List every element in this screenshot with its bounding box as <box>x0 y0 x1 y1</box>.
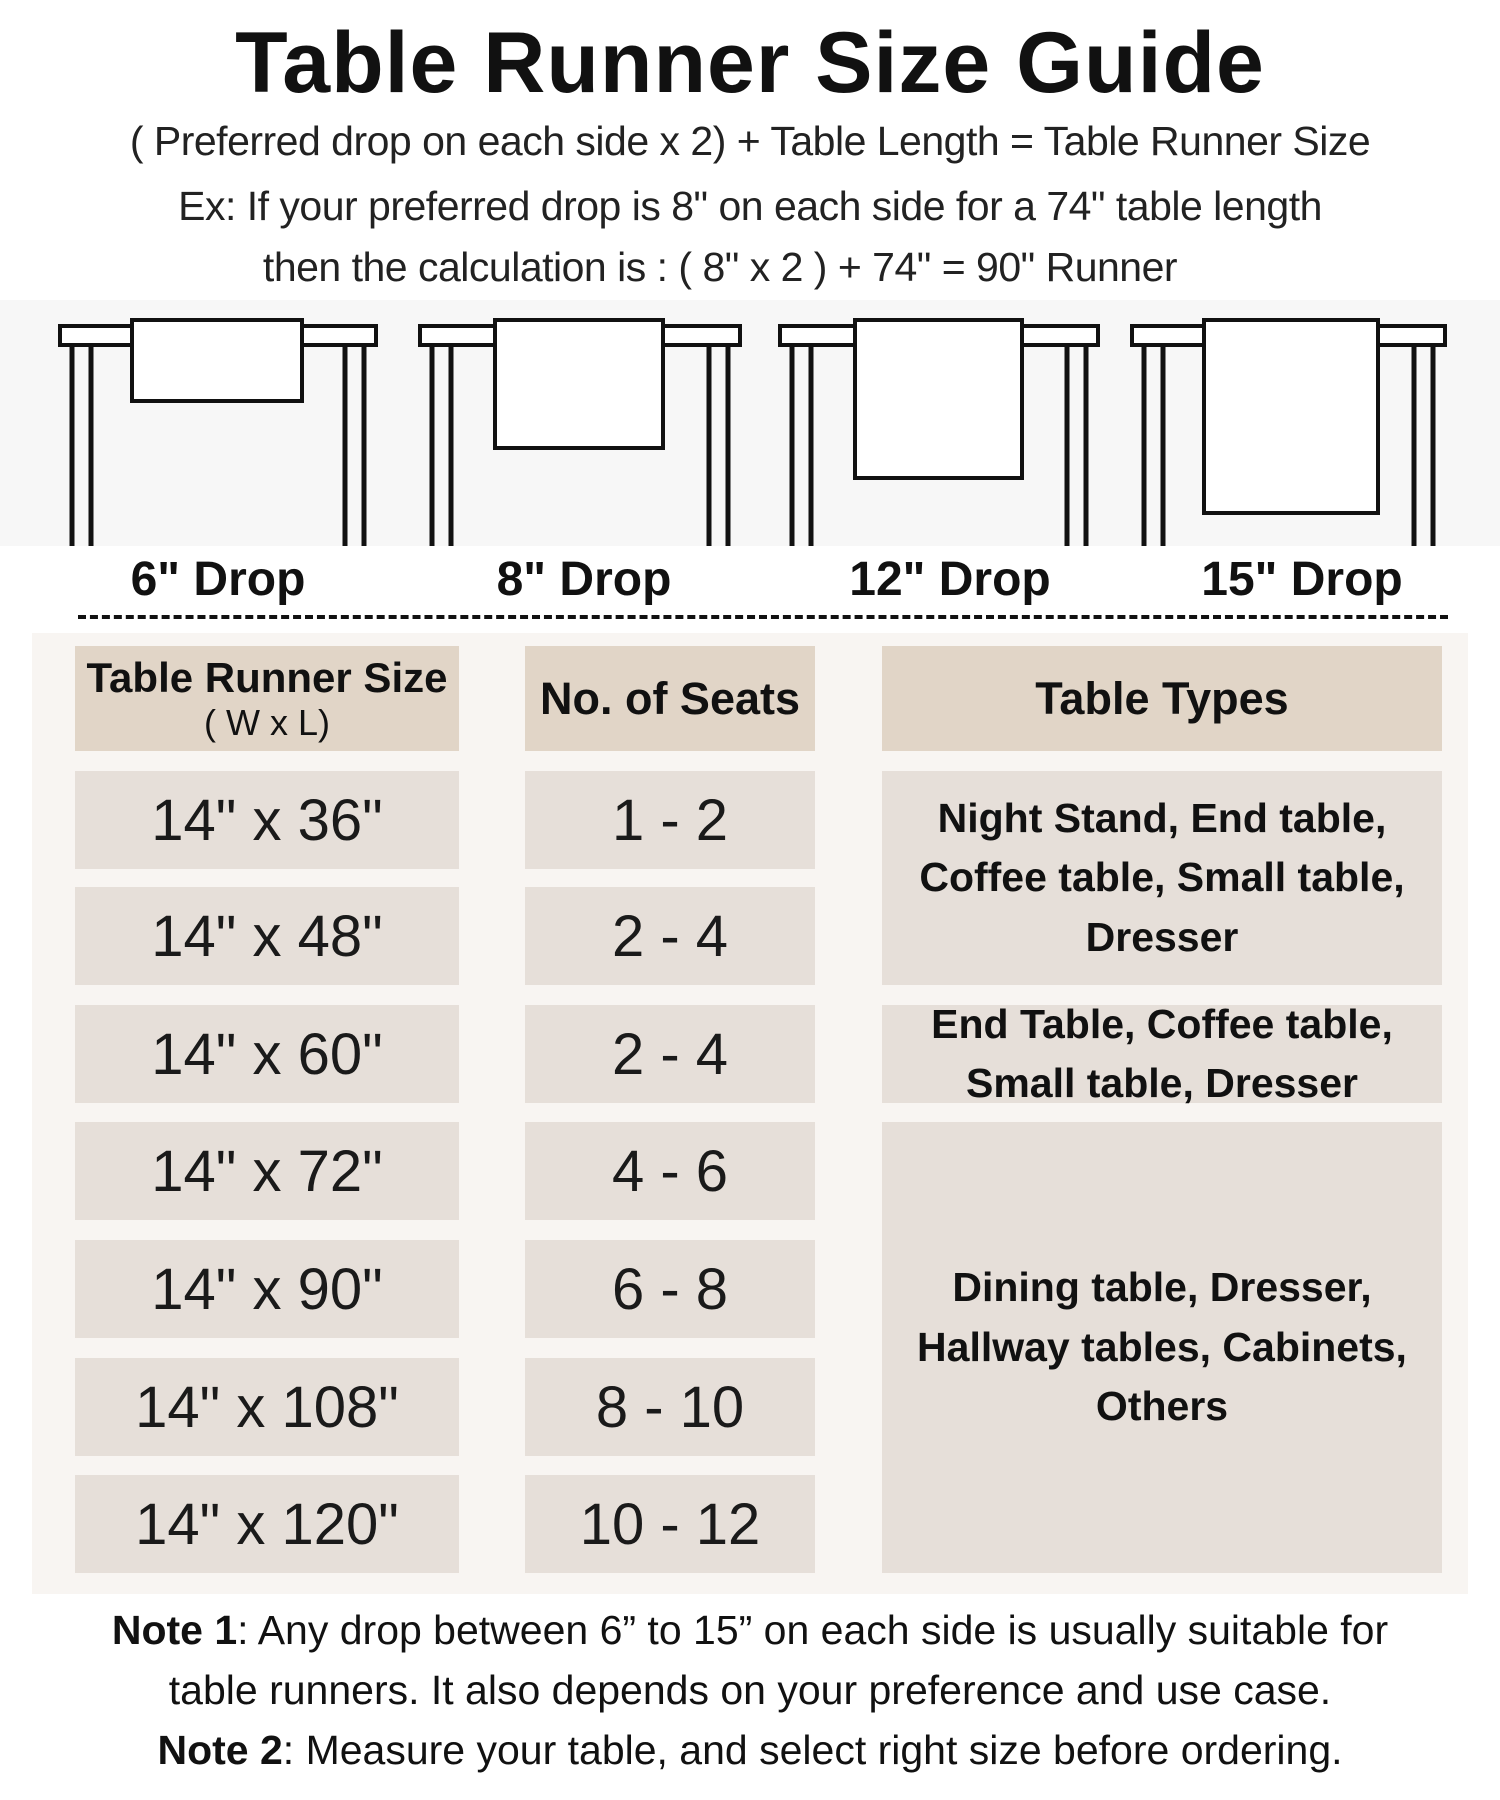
size-cell: 14" x 60" <box>75 1005 459 1103</box>
table-runner <box>493 318 665 450</box>
example-text: Ex: If your preferred drop is 8" on each… <box>178 183 1322 229</box>
note-1-line-1: Note 1: Any drop between 6” to 15” on ea… <box>0 1607 1500 1654</box>
size-cell: 14" x 48" <box>75 887 459 985</box>
note-1-text: : Any drop between 6” to 15” on each sid… <box>237 1607 1389 1653</box>
seats-cell: 4 - 6 <box>525 1122 815 1220</box>
header-size-sub: ( W x L) <box>204 701 330 743</box>
header-types: Table Types <box>882 646 1442 751</box>
size-cell: 14" x 120" <box>75 1475 459 1573</box>
header-size-label: Table Runner Size <box>86 653 448 701</box>
seats-cell: 2 - 4 <box>525 887 815 985</box>
drop-label-15: 15" Drop <box>1201 553 1403 606</box>
table-types-cell: End Table, Coffee table, Small table, Dr… <box>882 1001 1442 1106</box>
drop-label-12: 12" Drop <box>849 553 1051 606</box>
note-2-text: : Measure your table, and select right s… <box>282 1727 1343 1773</box>
size-cell: 14" x 90" <box>75 1240 459 1338</box>
table-drawing <box>1130 318 1447 546</box>
table-drawing <box>778 318 1100 546</box>
header-seats: No. of Seats <box>525 646 815 751</box>
table-runner <box>130 318 304 403</box>
table-drawing <box>58 318 378 546</box>
size-cell: 14" x 36" <box>75 771 459 869</box>
table-types-cell: Dining table, Dresser, Hallway tables, C… <box>882 1122 1442 1573</box>
table-drawing <box>418 318 742 546</box>
table-runner <box>853 318 1024 480</box>
calculation-text: then the calculation is : ( 8" x 2 ) + 7… <box>262 244 1178 290</box>
header-size: Table Runner Size ( W x L) <box>75 646 459 751</box>
note-1-label: Note 1 <box>111 1607 238 1653</box>
seats-cell: 10 - 12 <box>525 1475 815 1573</box>
drop-label-6: 6" Drop <box>130 553 306 606</box>
formula-text: ( Preferred drop on each side x 2) + Tab… <box>129 118 1371 164</box>
size-cell: 14" x 108" <box>75 1358 459 1456</box>
seats-cell: 2 - 4 <box>525 1005 815 1103</box>
drop-illustrations <box>0 300 1500 546</box>
note-1-line-2: table runners. It also depends on your p… <box>168 1667 1332 1713</box>
size-cell: 14" x 72" <box>75 1122 459 1220</box>
seats-cell: 1 - 2 <box>525 771 815 869</box>
table-drawings <box>58 318 1447 546</box>
table-types-cell: Night Stand, End table, Coffee table, Sm… <box>882 771 1442 985</box>
seats-cell: 6 - 8 <box>525 1240 815 1338</box>
note-2-label: Note 2 <box>157 1727 283 1773</box>
table-runner <box>1202 318 1380 515</box>
seats-cell: 8 - 10 <box>525 1358 815 1456</box>
drop-label-8: 8" Drop <box>496 553 672 606</box>
note-2: Note 2: Measure your table, and select r… <box>0 1727 1500 1774</box>
page-title: Table Runner Size Guide <box>235 15 1265 111</box>
dashed-divider <box>78 615 1448 619</box>
